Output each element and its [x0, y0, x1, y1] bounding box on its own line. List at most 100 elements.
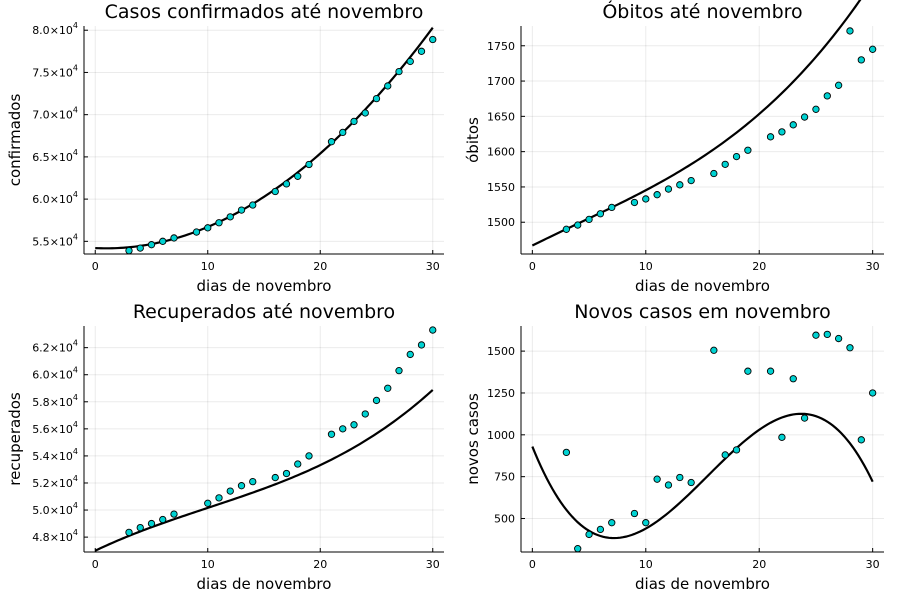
y-tick-label: 5.8×104 — [32, 393, 78, 409]
fit-curve — [94, 389, 434, 552]
y-tick-base: ×10 — [50, 531, 73, 544]
x-tick-label: 0 — [92, 260, 99, 273]
chart-title: Recuperados até novembro — [133, 301, 395, 323]
x-tick-label: 0 — [529, 260, 536, 273]
x-axis-label: dias de novembro — [197, 575, 332, 593]
data-point — [361, 410, 369, 418]
x-tick-label: 20 — [752, 558, 766, 571]
data-point — [744, 367, 752, 375]
x-tick-label: 30 — [866, 260, 880, 273]
data-point — [596, 210, 605, 218]
y-tick-exponent: 4 — [73, 63, 78, 72]
y-tick-label: 5.5×104 — [32, 232, 78, 248]
y-tick-base: ×10 — [50, 477, 73, 490]
data-point — [417, 341, 426, 349]
data-point — [653, 191, 661, 199]
y-tick-label: 5.6×104 — [32, 420, 78, 436]
chart-title: Casos confirmados até novembro — [105, 1, 424, 23]
data-point — [327, 430, 336, 438]
fit-curve — [531, 412, 874, 540]
y-tick-base: ×10 — [50, 423, 73, 436]
y-tick-label: 6.2×104 — [32, 339, 78, 355]
data-point — [857, 436, 865, 444]
y-tick-label: 5.2×104 — [32, 474, 78, 490]
x-tick-label: 0 — [92, 558, 99, 571]
y-tick-mantissa: 5.5 — [32, 235, 50, 248]
y-tick-exponent: 4 — [73, 420, 78, 429]
x-tick-label: 20 — [752, 260, 766, 273]
chart-panel-3: 0 10 20 304.8×1045.0×1045.2×1045.4×1045.6×1… — [6, 301, 444, 593]
y-tick-label: 1500 — [487, 216, 515, 229]
x-tick-label: 30 — [866, 558, 880, 571]
data-point — [271, 473, 279, 482]
data-point — [237, 206, 246, 214]
data-point — [789, 121, 797, 129]
data-point — [585, 215, 593, 224]
y-tick-label: 7.5×104 — [32, 63, 78, 79]
y-tick-exponent: 4 — [73, 528, 78, 537]
y-tick-exponent: 4 — [73, 501, 78, 510]
y-tick-exponent: 4 — [73, 232, 78, 241]
y-tick-mantissa: 6.0 — [32, 193, 50, 206]
data-point — [687, 478, 695, 487]
x-tick-label: 30 — [426, 558, 440, 571]
chart-title: Óbitos até novembro — [602, 0, 802, 23]
data-point — [417, 47, 426, 55]
data-point — [204, 499, 212, 507]
data-point — [596, 525, 605, 534]
data-point — [170, 234, 178, 242]
data-point — [249, 477, 257, 486]
chart-panel-2: 0 10 20 30 1500 1550 1600 1650 1700 1750 Óbitos at… — [464, 0, 884, 295]
data-point — [339, 128, 347, 137]
y-tick-mantissa: 7.5 — [32, 66, 50, 79]
x-tick-label: 10 — [201, 260, 215, 273]
data-point — [384, 384, 392, 392]
data-point — [147, 519, 156, 528]
y-tick-exponent: 4 — [73, 393, 78, 402]
y-tick-label: 5.4×104 — [32, 447, 78, 463]
y-tick-label: 1250 — [487, 387, 515, 400]
fit-curve — [531, 0, 862, 247]
data-point — [744, 146, 752, 154]
y-tick-label: 1750 — [487, 40, 515, 53]
y-axis-label: confirmados — [6, 94, 24, 187]
data-point — [574, 221, 582, 229]
x-axis-label: dias de novembro — [635, 277, 770, 295]
data-point — [305, 160, 313, 169]
data-point — [812, 105, 820, 113]
y-tick-label: 6.5×104 — [32, 148, 78, 164]
y-tick-exponent: 4 — [73, 21, 78, 30]
y-tick-label: 1700 — [487, 75, 515, 88]
data-point — [125, 246, 133, 255]
y-tick-label: 1600 — [487, 146, 515, 159]
y-axis-label: óbitos — [464, 117, 482, 163]
data-point — [226, 487, 234, 495]
y-tick-exponent: 4 — [73, 106, 78, 115]
y-tick-mantissa: 6.2 — [32, 342, 50, 355]
data-point — [676, 473, 684, 482]
y-tick-base: ×10 — [50, 450, 73, 463]
data-point — [429, 35, 437, 44]
data-point — [327, 138, 336, 146]
data-point — [585, 530, 593, 539]
data-point — [676, 181, 684, 189]
data-point — [294, 172, 302, 180]
y-tick-mantissa: 7.0 — [32, 109, 50, 122]
y-tick-base: ×10 — [50, 396, 73, 409]
x-axis-label: dias de novembro — [635, 575, 770, 593]
data-point — [653, 475, 661, 483]
data-point — [372, 396, 381, 405]
data-point — [834, 81, 843, 89]
data-point — [664, 481, 673, 489]
data-point — [687, 176, 695, 185]
x-tick-label: 30 — [426, 260, 440, 273]
x-tick-label: 10 — [639, 558, 653, 571]
data-point — [857, 56, 865, 64]
x-tick-label: 0 — [529, 558, 536, 571]
y-tick-base: ×10 — [50, 151, 73, 164]
data-point — [215, 494, 223, 502]
y-tick-label: 7.0×104 — [32, 106, 78, 122]
chart-panel-4: 0 10 20 30 500 750 1000 1250 1500 Novos casos em … — [464, 301, 884, 593]
y-tick-exponent: 4 — [73, 148, 78, 157]
